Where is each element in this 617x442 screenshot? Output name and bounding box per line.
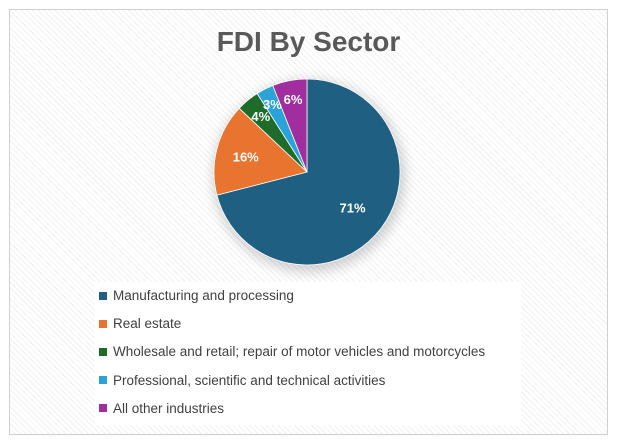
legend-swatch bbox=[99, 404, 107, 413]
legend-item: Manufacturing and processing bbox=[99, 288, 294, 303]
legend-swatch bbox=[99, 347, 107, 356]
legend: Manufacturing and processing Real estate W… bbox=[95, 282, 521, 425]
legend-label: Real estate bbox=[113, 316, 182, 332]
legend-label: Professional, scientific and technical a… bbox=[113, 372, 386, 388]
legend-label: Manufacturing and processing bbox=[113, 288, 294, 303]
legend-label: All other industries bbox=[113, 400, 225, 416]
legend-item: Professional, scientific and technical a… bbox=[99, 373, 385, 388]
chart-title: FDI By Sector bbox=[216, 26, 401, 57]
data-label: 4% bbox=[251, 109, 270, 124]
legend-item: All other industries bbox=[99, 401, 224, 416]
data-label: 6% bbox=[284, 92, 303, 107]
pie-slice bbox=[272, 78, 308, 173]
pie-slice bbox=[213, 107, 308, 196]
legend-item: Wholesale and retail; repair of motor ve… bbox=[99, 344, 485, 359]
data-label: 16% bbox=[233, 149, 259, 164]
legend-item: Real estate bbox=[99, 316, 181, 331]
legend-swatch bbox=[99, 291, 107, 300]
legend-swatch bbox=[99, 319, 107, 328]
data-label: 3% bbox=[263, 97, 282, 112]
pie-slice bbox=[216, 78, 401, 266]
legend-label: Wholesale and retail; repair of motor ve… bbox=[113, 344, 486, 360]
data-label: 71% bbox=[340, 200, 366, 215]
legend-swatch bbox=[99, 376, 107, 385]
